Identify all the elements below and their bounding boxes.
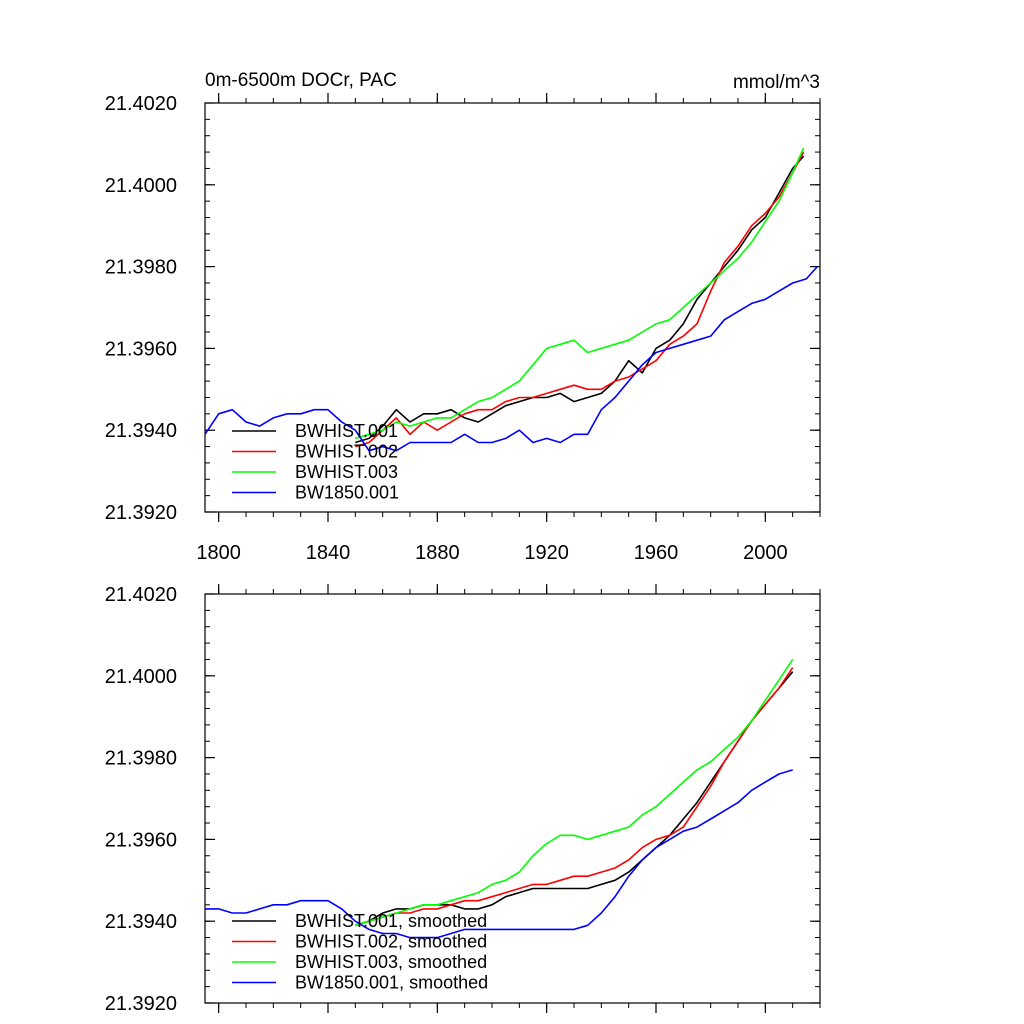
y-tick-label: 21.3940 (105, 911, 177, 933)
series-line-bw1850-001-smoothed (205, 769, 793, 939)
x-tick-label: 1960 (634, 542, 679, 564)
y-tick-label: 21.3960 (105, 829, 177, 851)
x-tick-label: 1800 (196, 542, 241, 564)
series-line-bw1850-001 (204, 266, 818, 452)
series-line-bwhist-001-smoothed (355, 671, 794, 927)
x-tick-label: 1840 (306, 542, 351, 564)
y-tick-label: 21.3920 (105, 993, 177, 1015)
series-line-bwhist-002-smoothed (355, 667, 794, 927)
series-line-bwhist-003 (355, 147, 805, 440)
y-tick-label: 21.3980 (105, 257, 177, 279)
smoothed-panel: 21.3920 21.3940 21.3960 21.3980 21.4000 21.40… (105, 584, 821, 1015)
x-tick-label: 2000 (743, 542, 788, 564)
legend-label: BWHIST.002, smoothed (295, 932, 487, 952)
plot-frame (204, 102, 821, 513)
series-line-bwhist-001 (355, 155, 805, 444)
legend-label: BW1850.001 (295, 483, 399, 503)
legend-label: BWHIST.002 (295, 442, 398, 462)
y-tick-label: 21.3980 (105, 748, 177, 770)
plot-frame (204, 593, 821, 1004)
y-tick-label: 21.4000 (105, 175, 177, 197)
units-label: mmol/m^3 (733, 72, 820, 93)
y-tick-label: 21.4000 (105, 666, 177, 688)
y-tick-label: 21.4020 (105, 584, 177, 606)
x-tick-label: 1880 (415, 542, 460, 564)
legend-label: BWHIST.003 (295, 462, 398, 482)
x-tick-label: 1920 (524, 542, 569, 564)
series-line-bwhist-002 (355, 151, 805, 448)
annual-panel: 21.3920 21.3940 21.3960 21.3980 21.4000 21.40… (105, 93, 821, 564)
legend-label: BWHIST.001, smoothed (295, 911, 487, 931)
legend-label: BWHIST.001 (295, 421, 398, 441)
series-line-bwhist-003-smoothed (355, 658, 794, 927)
panel-title: 0m-6500m DOCr, PAC (205, 70, 397, 91)
legend-label: BW1850.001, smoothed (295, 973, 488, 993)
y-tick-label: 21.3960 (105, 338, 177, 360)
y-tick-label: 21.3920 (105, 502, 177, 524)
y-tick-label: 21.4020 (105, 93, 177, 115)
y-tick-label: 21.3940 (105, 420, 177, 442)
legend-label: BWHIST.003, smoothed (295, 952, 487, 972)
